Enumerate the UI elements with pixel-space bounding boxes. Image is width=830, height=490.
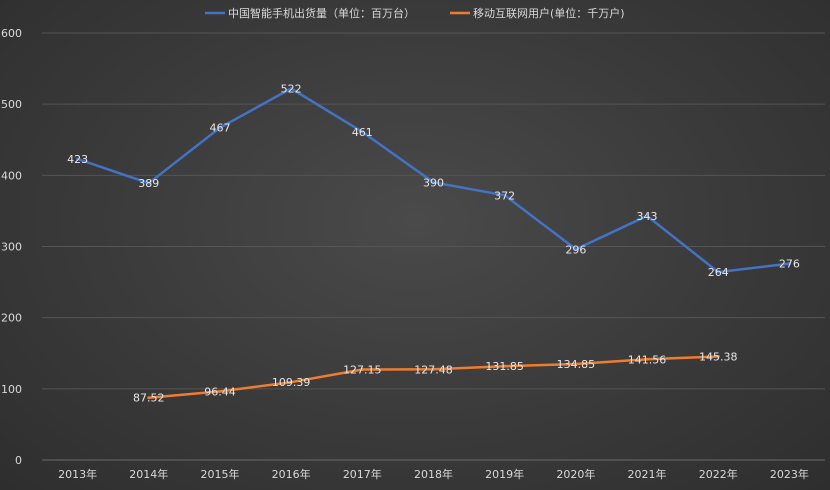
data-point [360,368,364,372]
data-label: 423 [67,153,88,166]
data-point [574,362,578,366]
x-tick-label: 2023年 [770,467,809,481]
data-point [716,355,720,359]
data-label: 141.56 [628,353,667,366]
legend: 中国智能手机出货量（单位：百万台） 移动互联网用户(单位：千万户) [205,6,625,20]
data-point [432,367,435,371]
y-axis: 0 100 200 300 400 500 600 [1,27,22,467]
data-point [716,270,720,274]
data-label: 131.85 [485,360,524,373]
data-point [503,193,507,197]
y-tick-label: 0 [15,454,22,467]
series-lines [76,87,791,400]
data-label: 96.44 [204,385,236,398]
data-label: 134.85 [557,358,596,371]
y-tick-label: 100 [1,383,22,396]
x-tick-label: 2017年 [343,467,382,481]
data-label: 372 [494,189,515,202]
x-tick-label: 2018年 [414,467,453,481]
x-tick-label: 2021年 [628,467,667,481]
x-tick-label: 2019年 [485,467,524,481]
y-tick-label: 500 [1,98,22,111]
legend-label-smartphone: 中国智能手机出货量（单位：百万台） [228,6,415,20]
data-label: 461 [352,126,373,139]
gridlines [42,32,825,461]
data-label: 145.38 [699,351,738,364]
y-tick-label: 200 [1,312,22,325]
x-tick-label: 2015年 [200,467,239,481]
data-label: 343 [637,210,658,223]
y-tick-label: 300 [1,241,22,254]
x-tick-label: 2022年 [699,467,738,481]
data-point [289,380,293,384]
data-point [432,180,435,184]
x-tick-label: 2014年 [129,467,168,481]
data-point [218,389,222,393]
data-point [76,157,80,161]
x-tick-label: 2016年 [272,467,311,481]
data-point [218,126,222,130]
y-tick-label: 600 [1,27,22,40]
data-label: 109.39 [272,376,311,389]
x-tick-label: 2020年 [556,467,595,481]
data-label: 389 [138,177,159,190]
x-tick-label: 2013年 [58,467,97,481]
data-point [360,130,364,134]
data-point [645,357,649,361]
data-label: 87.52 [133,392,165,405]
data-point [147,396,151,400]
data-point [147,181,151,185]
data-label: 522 [281,83,302,96]
data-point [574,247,578,251]
data-label: 127.15 [343,364,382,377]
data-label: 390 [423,176,444,189]
legend-label-mobile-internet: 移动互联网用户(单位：千万户) [473,6,625,20]
data-label: 467 [209,122,230,135]
data-label: 296 [565,243,586,256]
data-point [503,364,507,368]
data-point [289,87,293,91]
data-label: 276 [779,258,800,271]
data-label: 127.48 [414,363,453,376]
data-point [787,262,791,266]
x-axis: 2013年 2014年 2015年 2016年 2017年 2018年 2019年 2020年… [58,467,809,481]
data-point [645,214,649,218]
data-labels: 423 389 467 522 461 390 372 296 343 264 276 87.52 96… [67,83,800,405]
data-label: 264 [708,266,729,279]
y-tick-label: 400 [1,169,22,182]
